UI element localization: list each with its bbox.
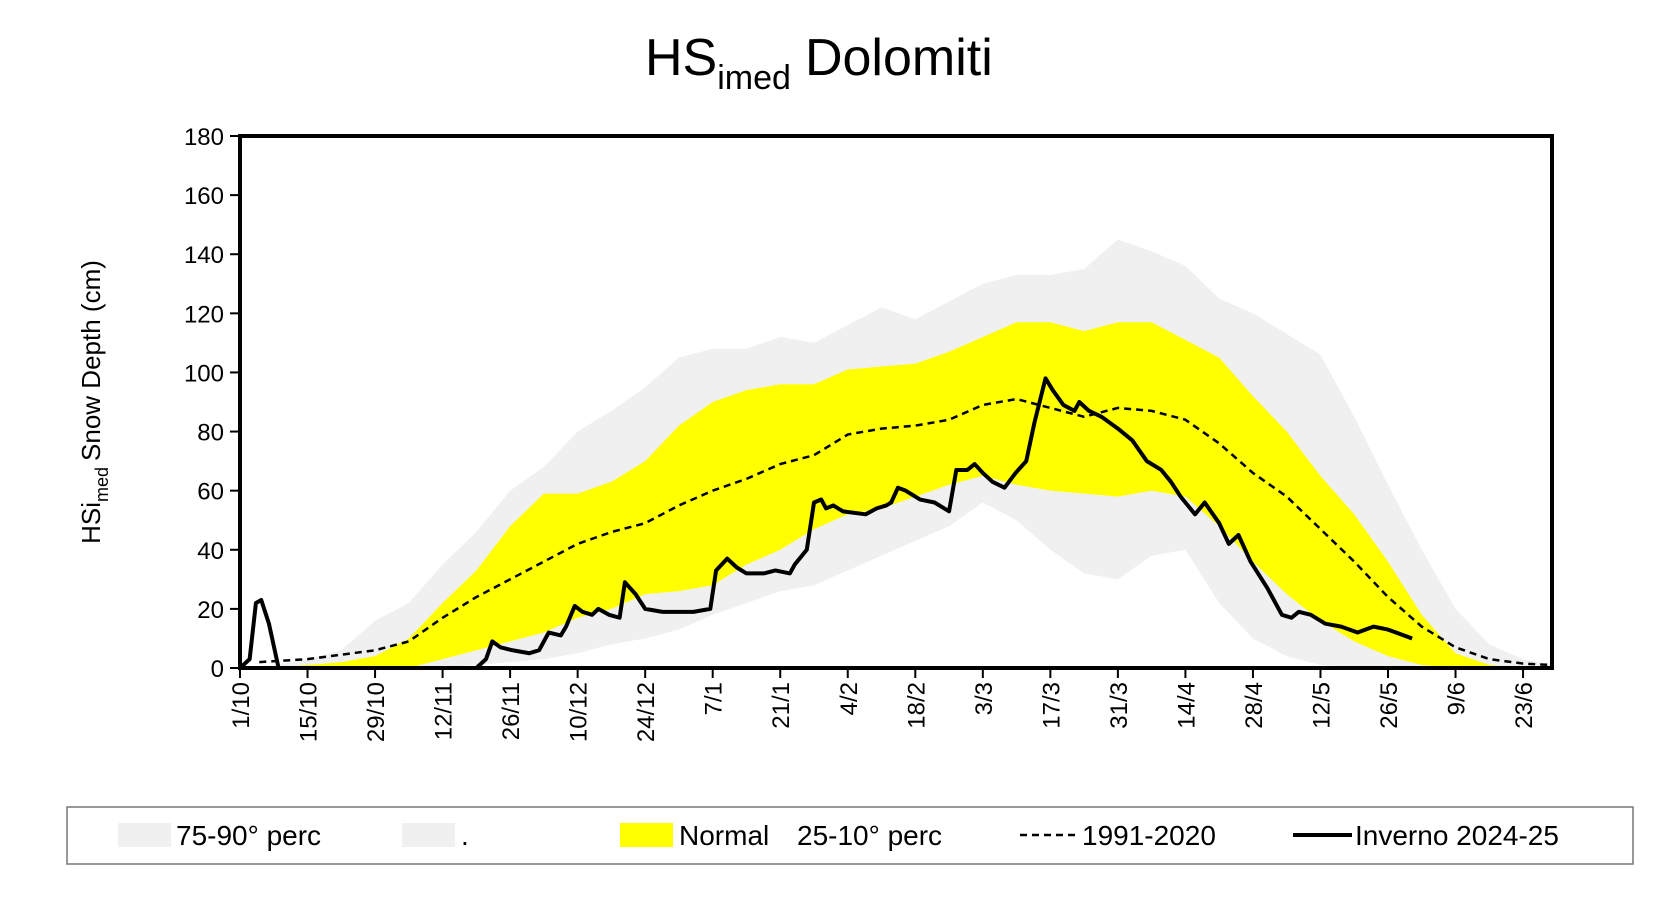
legend-label: . [461, 820, 469, 851]
x-tick-label: 15/10 [296, 682, 323, 742]
x-tick-label: 12/5 [1308, 682, 1335, 729]
x-tick-label: 14/4 [1173, 682, 1200, 729]
y-label-rest: Snow Depth (cm) [76, 260, 106, 461]
data-line [238, 376, 1413, 670]
x-tick-label: 12/11 [431, 682, 458, 740]
y-label-main: HSi [76, 502, 106, 544]
x-tick-label: 4/2 [836, 682, 863, 715]
y-axis-label: HSimed Snow Depth (cm) [76, 260, 112, 544]
legend-label: 1991-2020 [1082, 820, 1216, 851]
y-tick-label: 120 [184, 301, 224, 328]
x-tick-label: 10/12 [566, 682, 593, 742]
legend-note: 25-10° perc [797, 820, 942, 851]
y-tick-label: 100 [184, 360, 224, 387]
x-tick-label: 26/5 [1376, 682, 1403, 729]
y-tick-label: 60 [197, 479, 224, 506]
y-tick-label: 140 [184, 242, 224, 269]
legend-label: 75-90° perc [176, 820, 321, 851]
x-tick-label: 7/1 [701, 682, 728, 715]
x-tick-label: 9/6 [1444, 682, 1471, 715]
plot-frame [238, 134, 1554, 670]
legend-box [66, 806, 1634, 865]
y-tick-label: 40 [197, 538, 224, 565]
x-tick-label: 24/12 [633, 682, 660, 742]
x-tick-label: 23/6 [1511, 682, 1538, 729]
y-label-sub: med [92, 467, 112, 502]
y-tick-label: 0 [211, 656, 224, 683]
legend-label: Inverno 2024-25 [1355, 820, 1559, 851]
x-tick-label: 17/3 [1038, 682, 1065, 729]
y-tick-label: 180 [184, 124, 224, 151]
x-tick-label: 18/2 [903, 682, 930, 729]
band-area [240, 239, 1552, 668]
title-main: HS [645, 29, 717, 87]
x-tick-label: 26/11 [498, 682, 525, 740]
title-rest: Dolomiti [805, 29, 993, 87]
x-tick-label: 1/10 [228, 682, 255, 729]
y-tick-label: 20 [197, 597, 224, 624]
chart-title: HSimed Dolomiti [645, 29, 993, 97]
y-tick-label: 160 [184, 183, 224, 210]
x-tick-label: 21/1 [768, 682, 795, 729]
legend-label: Normal [679, 820, 769, 851]
legend-swatch [402, 823, 455, 847]
x-tick-label: 3/3 [971, 682, 998, 715]
x-tick-label: 29/10 [363, 682, 390, 742]
x-tick-label: 31/3 [1106, 682, 1133, 729]
y-tick-label: 80 [197, 420, 224, 447]
data-line [259, 397, 1553, 667]
x-tick-label: 28/4 [1241, 682, 1268, 729]
legend-swatch [620, 823, 673, 847]
band-area [240, 475, 1552, 668]
title-sub: imed [717, 59, 791, 97]
legend-swatch [118, 823, 171, 847]
